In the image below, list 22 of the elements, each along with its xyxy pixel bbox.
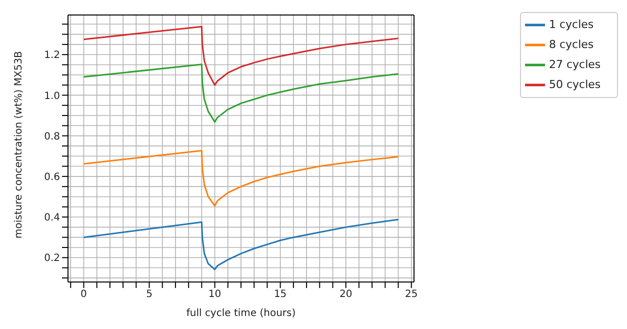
x-tick-label: 20 (339, 289, 352, 300)
x-tick-label: 25 (405, 289, 418, 300)
y-tick-label: 1.0 (44, 90, 60, 102)
y-tick-label: 0.6 (44, 172, 60, 183)
legend-label: 8 cycles (549, 38, 594, 52)
line-series (82, 218, 400, 270)
x-tick-label: 0 (80, 289, 87, 300)
line-series (82, 64, 400, 123)
line-series (82, 26, 400, 86)
x-tick-label: 5 (146, 289, 152, 300)
legend-label: 27 cycles (549, 58, 601, 72)
legend-label: 50 cycles (549, 78, 601, 92)
x-tick-label: 15 (274, 289, 287, 300)
x-tick-label: 10 (208, 289, 222, 300)
y-tick-label: 1.2 (44, 50, 60, 62)
y-axis-title: moisture concentration (wt%) MX53B (14, 50, 25, 238)
line-series (82, 150, 400, 207)
y-tick-label: 0.8 (44, 131, 60, 142)
y-tick-label: 0.2 (44, 253, 60, 264)
y-tick-label: 0.4 (44, 212, 60, 224)
x-axis-title: full cycle time (hours) (186, 308, 296, 319)
legend-label: 1 cycles (549, 18, 594, 32)
